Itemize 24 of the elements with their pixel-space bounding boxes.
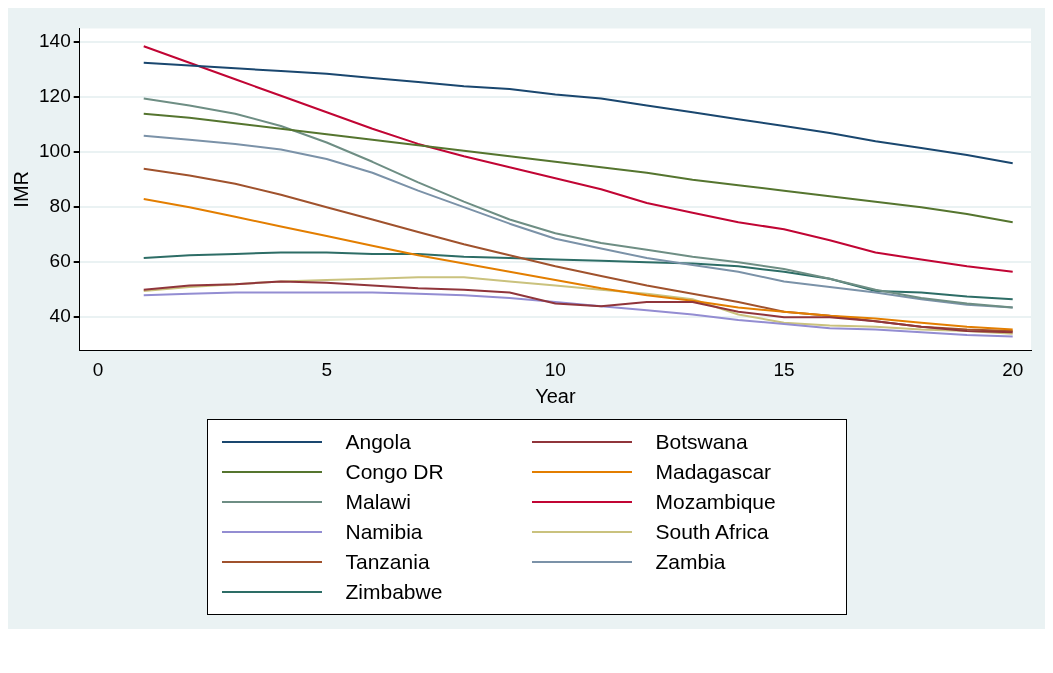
legend-label: Madagascar: [655, 460, 772, 484]
x-tick-label: 20: [1002, 358, 1024, 380]
legend-label: Namibia: [345, 520, 423, 544]
x-tick-label: 5: [321, 358, 332, 380]
legend-label: Mozambique: [655, 490, 776, 514]
legend-label: Congo DR: [345, 460, 444, 484]
legend-label: Tanzania: [345, 550, 430, 574]
y-tick-label: 40: [49, 305, 71, 327]
x-tick-label: 10: [544, 358, 566, 380]
y-axis-title: IMR: [9, 170, 32, 208]
y-tick-label: 140: [39, 30, 71, 52]
legend-label: Malawi: [345, 490, 411, 514]
x-tick-label: 0: [92, 358, 104, 380]
legend-label: Zimbabwe: [345, 580, 443, 604]
y-tick-label: 60: [49, 250, 71, 272]
y-tick-label: 80: [49, 195, 71, 217]
x-tick-label: 15: [773, 358, 795, 380]
y-tick-label: 120: [39, 85, 71, 107]
legend-label: Angola: [345, 430, 411, 454]
legend-label: Botswana: [655, 430, 748, 454]
legend-label: Zambia: [655, 550, 726, 574]
legend-label: South Africa: [655, 520, 769, 544]
y-tick-label: 100: [39, 140, 71, 162]
x-axis-title: Year: [535, 384, 576, 407]
